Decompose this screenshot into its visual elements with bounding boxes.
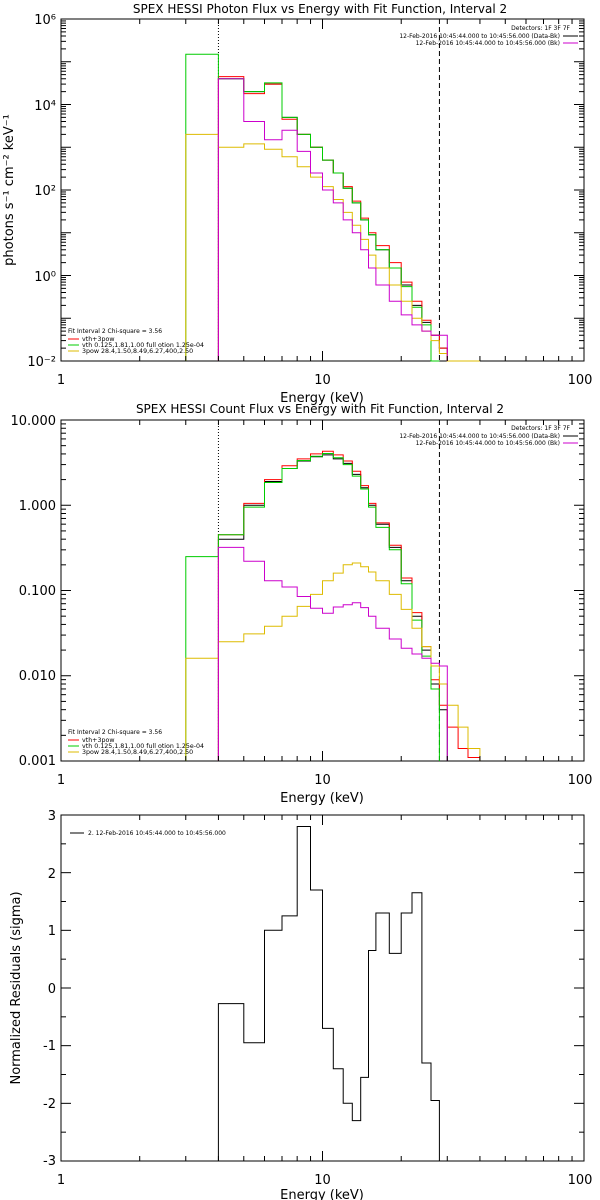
y-tick-label: 1.000 (19, 499, 56, 514)
x-axis-label: Energy (keV) (280, 791, 364, 806)
ticks-layer (60, 419, 585, 762)
count-flux-panel: SPEX HESSI Count Flux vs Energy with Fit… (11, 402, 593, 806)
y-tick-label: 10⁰ (34, 270, 56, 285)
series-line (185, 133, 480, 362)
y-tick-label: 10² (34, 184, 56, 199)
x-tick-label: 1 (57, 373, 65, 388)
time-range-note: 12-Feb-2016 10:45:44.000 to 10:45:56.000… (416, 40, 560, 47)
y-tick-label: 10⁻² (27, 355, 56, 370)
y-tick-label: 2 (48, 867, 56, 882)
y-tick-label: 3 (48, 809, 56, 824)
y-tick-label: -2 (43, 1097, 56, 1112)
legend-entry: vth+3pow (82, 336, 114, 343)
x-tick-label: 1 (57, 773, 65, 788)
y-tick-label: 0.100 (19, 584, 56, 599)
x-tick-label: 10 (314, 773, 331, 788)
series-line (185, 562, 481, 761)
x-tick-label: 1 (57, 1173, 65, 1188)
series-layer (217, 826, 440, 1161)
series-layer (185, 19, 480, 362)
y-tick-label: -1 (43, 1039, 56, 1054)
ticks-layer (60, 814, 585, 1162)
legend-entry: 2. 12-Feb-2016 10:45:44.000 to 10:45:56.… (88, 830, 226, 837)
y-tick-label: 0.010 (19, 669, 56, 684)
time-range-note: 12-Feb-2016 10:45:44.000 to 10:45:56.000… (416, 440, 560, 447)
time-range-note: 12-Feb-2016 10:45:44.000 to 10:45:56.000… (399, 433, 560, 440)
x-tick-label: 100 (568, 373, 593, 388)
legend-entry: 3pow 28.4,1.50,8.49,6.27,400,2.50 (82, 348, 193, 355)
series-line (217, 546, 448, 761)
legend-entry: vth 0.125,1.81,1.00 full otion 1.25e-04 (82, 342, 204, 349)
fit-note: Fit Interval 2 Chi-square = 3.56 (68, 328, 162, 335)
series-line (217, 76, 480, 362)
panel-title: SPEX HESSI Photon Flux vs Energy with Fi… (133, 2, 507, 16)
legend-entry: vth+3pow (82, 737, 114, 744)
series-line (217, 450, 481, 761)
photon-flux-panel: SPEX HESSI Photon Flux vs Energy with Fi… (2, 2, 592, 406)
series-layer (185, 420, 481, 761)
fit-note: Fit Interval 2 Chi-square = 3.56 (68, 729, 162, 736)
x-axis-label: Energy (keV) (280, 1188, 364, 1200)
detectors-note: Detectors: 1F 3F 7F (511, 25, 570, 32)
x-tick-label: 100 (568, 773, 593, 788)
y-tick-label: 1 (48, 924, 56, 939)
y-tick-label: 10⁶ (34, 13, 56, 28)
y-tick-label: 10.000 (11, 414, 57, 429)
panel-title: SPEX HESSI Count Flux vs Energy with Fit… (136, 402, 504, 416)
y-tick-label: 0.001 (19, 754, 56, 769)
series-line (185, 453, 440, 761)
series-line (217, 826, 440, 1161)
residuals-panel: 1 10 100 Energy (keV) -3 -2 -1 0 1 2 3 N… (9, 809, 592, 1200)
y-tick-label: 0 (48, 982, 56, 997)
y-tick-label: -3 (43, 1154, 56, 1169)
series-line (185, 53, 440, 362)
legend-entry: 3pow 28.4,1.50,8.49,6.27,400,2.50 (82, 749, 193, 756)
x-axis-label: Energy (keV) (280, 391, 364, 406)
legend-entry: vth 0.125,1.81,1.00 full otion 1.25e-04 (82, 743, 204, 750)
time-range-note: 12-Feb-2016 10:45:44.000 to 10:45:56.000… (399, 33, 560, 40)
x-tick-label: 100 (568, 1173, 593, 1188)
x-tick-label: 10 (314, 373, 331, 388)
y-axis-label: Normalized Residuals (sigma) (9, 891, 24, 1084)
ticks-layer (60, 18, 585, 362)
detectors-note: Detectors: 1F 3F 7F (511, 425, 570, 432)
y-tick-label: 10⁴ (34, 99, 56, 114)
y-axis-label: photons s⁻¹ cm⁻² keV⁻¹ (2, 114, 17, 266)
x-tick-label: 10 (314, 1173, 331, 1188)
series-line (217, 78, 448, 361)
